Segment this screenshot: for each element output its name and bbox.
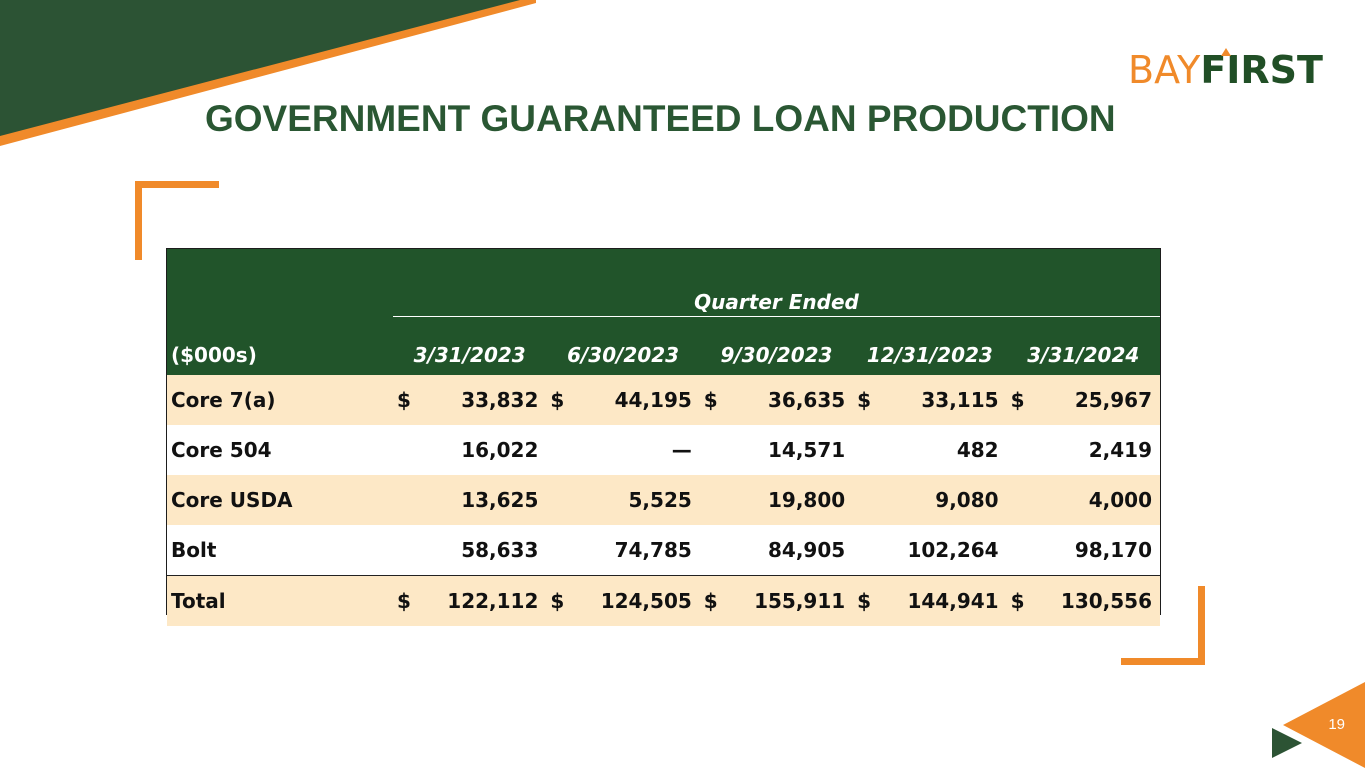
logo-first-text: FIRST bbox=[1200, 48, 1323, 92]
table-cell: 19,800 bbox=[767, 488, 846, 512]
bracket-bottom-right-horizontal bbox=[1121, 658, 1205, 665]
table-cell: 14,571 bbox=[767, 438, 846, 462]
page-title: GOVERNMENT GUARANTEED LOAN PRODUCTION bbox=[205, 98, 1116, 139]
table-cell: 130,556 bbox=[1060, 589, 1152, 613]
table-cell: 155,911 bbox=[754, 589, 846, 613]
table-cell: 144,941 bbox=[907, 589, 999, 613]
table-cell: 16,022 bbox=[461, 438, 539, 462]
table-cell: 124,505 bbox=[600, 589, 692, 613]
table-row: Core 504 16,022 — 14,571 482 2,419 bbox=[167, 425, 1160, 475]
table-cell: 33,115 bbox=[921, 388, 999, 412]
logo-bay-text: BAY bbox=[1128, 48, 1201, 92]
table-cell: 122,112 bbox=[447, 589, 539, 613]
loan-production-table: Quarter Ended ($000s) 3/31/2023 6/30/202… bbox=[166, 248, 1161, 626]
table-cell: — bbox=[671, 438, 692, 462]
currency-symbol: $ bbox=[550, 388, 565, 412]
table-cell: 58,633 bbox=[461, 538, 539, 562]
currency-symbol: $ bbox=[1010, 388, 1025, 412]
table-cell: 25,967 bbox=[1074, 388, 1152, 412]
currency-symbol: $ bbox=[857, 388, 872, 412]
table-cell: 74,785 bbox=[614, 538, 692, 562]
table-cell: 98,170 bbox=[1074, 538, 1152, 562]
table-header-row-group: Quarter Ended bbox=[167, 249, 1160, 317]
row-label: Core USDA bbox=[167, 475, 393, 525]
table-row: Core 7(a) $33,832 $44,195 $36,635 $33,11… bbox=[167, 375, 1160, 425]
table-cell: 5,525 bbox=[628, 488, 692, 512]
column-header: 12/31/2023 bbox=[853, 316, 1007, 375]
currency-symbol: $ bbox=[397, 388, 411, 412]
table-cell: 9,080 bbox=[935, 488, 999, 512]
table-cell: 84,905 bbox=[767, 538, 846, 562]
bayfirst-logo: BAY FIRST bbox=[1128, 48, 1323, 92]
table-row: Core USDA 13,625 5,525 19,800 9,080 4,00… bbox=[167, 475, 1160, 525]
bracket-top-left-vertical bbox=[135, 181, 142, 260]
currency-symbol: $ bbox=[857, 589, 872, 613]
table-cell: 102,264 bbox=[907, 538, 999, 562]
table-cell: 36,635 bbox=[767, 388, 846, 412]
orange-triangle-icon bbox=[1283, 682, 1365, 768]
unit-label: ($000s) bbox=[167, 316, 393, 375]
currency-symbol: $ bbox=[703, 589, 718, 613]
header-banner bbox=[0, 0, 536, 146]
row-label: Bolt bbox=[167, 525, 393, 576]
column-header: 9/30/2023 bbox=[699, 316, 854, 375]
table-cell: 33,832 bbox=[461, 388, 539, 412]
currency-symbol: $ bbox=[550, 589, 565, 613]
row-label: Total bbox=[167, 575, 393, 626]
table-header-empty bbox=[167, 249, 393, 317]
currency-symbol: $ bbox=[397, 589, 411, 613]
logo-accent-icon bbox=[1221, 48, 1232, 56]
table-header-row: ($000s) 3/31/2023 6/30/2023 9/30/2023 12… bbox=[167, 316, 1160, 375]
row-label: Core 504 bbox=[167, 425, 393, 475]
bracket-top-left-horizontal bbox=[135, 181, 219, 188]
page-number: 19 bbox=[1328, 716, 1345, 733]
currency-symbol: $ bbox=[1010, 589, 1025, 613]
column-header: 3/31/2024 bbox=[1006, 316, 1160, 375]
table-row-total: Total $122,112 $124,505 $155,911 $144,94… bbox=[167, 575, 1160, 626]
column-header: 6/30/2023 bbox=[546, 316, 700, 375]
column-header: 3/31/2023 bbox=[393, 316, 547, 375]
currency-symbol: $ bbox=[703, 388, 718, 412]
table-row: Bolt 58,633 74,785 84,905 102,264 98,170 bbox=[167, 525, 1160, 576]
table-cell: 2,419 bbox=[1088, 438, 1152, 462]
bracket-bottom-right-vertical bbox=[1198, 586, 1205, 665]
row-label: Core 7(a) bbox=[167, 375, 393, 425]
table-cell: 13,625 bbox=[461, 488, 539, 512]
green-arrow-icon bbox=[1272, 728, 1302, 758]
quarter-ended-header: Quarter Ended bbox=[393, 249, 1160, 317]
table-cell: 4,000 bbox=[1088, 488, 1152, 512]
table-cell: 44,195 bbox=[614, 388, 692, 412]
loan-table: Quarter Ended ($000s) 3/31/2023 6/30/202… bbox=[167, 249, 1160, 626]
table-cell: 482 bbox=[956, 438, 999, 462]
